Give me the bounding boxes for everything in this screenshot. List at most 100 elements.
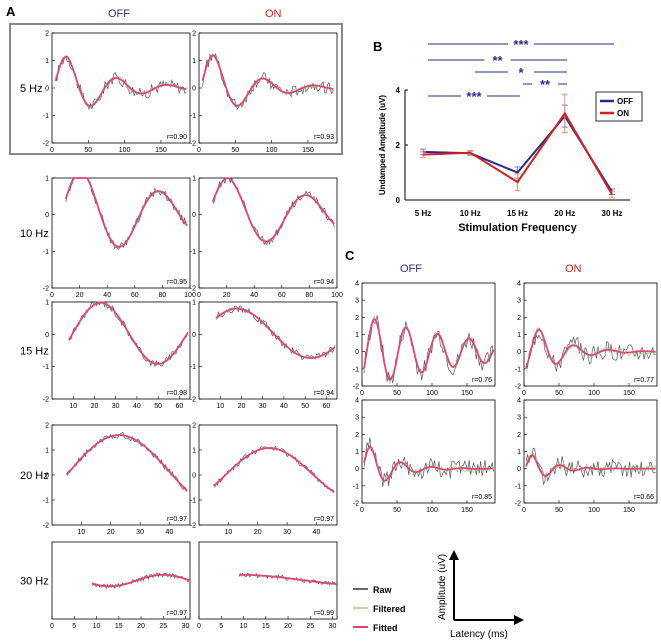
panel-a-15hz-on-xtick-label: 10 <box>216 403 224 410</box>
panel-a-30hz-off-xtick-label: 25 <box>159 623 167 630</box>
panel-c-plot-3-filtered-trace <box>364 445 494 484</box>
panel-a-20hz-off-xtick-label: 20 <box>107 529 115 536</box>
panel-a-5hz-off-fitted-trace <box>54 55 187 107</box>
panel-b-significance-label: ** <box>492 53 503 68</box>
panel-a-5hz-off-xtick-label: 100 <box>119 147 131 154</box>
panel-a-5hz-off-xtick-label: 150 <box>155 147 167 154</box>
panel-a-10hz-on-xtick-label: 100 <box>331 292 343 299</box>
panel-b-significance-gap <box>508 37 534 50</box>
panel-c-plot-3-xtick-label: 0 <box>360 507 364 514</box>
panel-a-15hz-off-xtick-label: 20 <box>91 403 99 410</box>
panel-c-plot-1-ytick-label: 2 <box>355 315 359 322</box>
panel-a-20hz-on-ytick-label: -2 <box>190 523 196 530</box>
panel-b-significance-label: *** <box>466 89 482 104</box>
panel-a-5hz-on-ytick-label: 2 <box>192 31 196 38</box>
panel-a-20hz-off-xtick-label: 10 <box>77 529 85 536</box>
panel-a-20hz-off-xtick-label: 40 <box>166 529 174 536</box>
panel-b-category-label: 15 Hz <box>507 209 528 218</box>
panel-a-15hz-on-ytick-label: 1 <box>192 300 196 307</box>
panel-a-30hz-on-xtick-label: 20 <box>284 623 292 630</box>
panel-a-20hz-on-ytick-label: 0 <box>192 473 196 480</box>
panel-b-category-label: 20 Hz <box>554 209 575 218</box>
panel-a-label: A <box>6 4 16 19</box>
panel-a-30hz-on-xtick-label: 25 <box>306 623 314 630</box>
panel-a-5hz-off-frame <box>51 32 191 144</box>
panel-a-30hz-off-xtick-label: 0 <box>50 623 54 630</box>
panel-c-plot-2-ytick-label: -2 <box>515 384 521 391</box>
panel-a-20hz-off-ytick-label: -1 <box>43 498 49 505</box>
panel-b-category-label: 30 Hz <box>602 209 623 218</box>
panel-c-plot-3-fitted-trace <box>363 445 494 482</box>
panel-b-significance-gap <box>508 65 534 78</box>
panel-a-15hz-on-ytick-label: -2 <box>190 397 196 404</box>
panel-c-plot-4-r-value: r=0.66 <box>634 494 654 501</box>
legend-raw-label: Raw <box>373 585 393 595</box>
panel-b-category-label: 10 Hz <box>460 209 481 218</box>
panel-a-10hz-off-xtick-label: 80 <box>159 292 167 299</box>
axis-indicator: Amplitude (uV) Latency (ms) <box>437 550 524 640</box>
panel-a-5hz-off-ytick-label: -2 <box>43 141 49 148</box>
panel-c-plot-4-ytick-label: 2 <box>517 432 521 439</box>
panel-c-plot-4-ytick-label: 1 <box>517 449 521 456</box>
panel-c-plot-1-xtick-label: 150 <box>461 390 473 397</box>
panel-a-10hz-off-ytick-label: -2 <box>43 286 49 293</box>
panel-b-ylabel: Undamped Amplitude (uV) <box>378 95 387 195</box>
panel-a-10hz-on-xtick-label: 20 <box>223 292 231 299</box>
panel-c-plot-2-r-value: r=0.77 <box>634 377 654 384</box>
panel-a-10hz-on-fitted-trace <box>211 177 335 243</box>
panel-b-significance-gap <box>532 77 558 90</box>
panel-a-5hz-on-r-value: r=0.93 <box>314 134 334 141</box>
panel-a-10hz-off-xtick-label: 40 <box>103 292 111 299</box>
panel-c-plot-2-xtick-label: 50 <box>555 390 563 397</box>
panel-a-15hz-on-xtick-label: 60 <box>322 403 330 410</box>
panel-a-30hz-off-xtick-label: 30 <box>182 623 190 630</box>
panel-a-20hz-on-fitted-trace <box>213 447 335 493</box>
panel-b-significance-label: ** <box>540 77 551 92</box>
panel-a-15hz-on-xtick-label: 50 <box>301 403 309 410</box>
panel-a-20hz-on-xtick-label: 20 <box>254 529 262 536</box>
panel-a-20hz-off-ytick-label: -2 <box>43 523 49 530</box>
panel-b-series-on <box>422 111 613 196</box>
panel-a-30hz-on-xtick-label: 10 <box>240 623 248 630</box>
panel-c-plot-4-xtick-label: 100 <box>588 507 600 514</box>
panel-a-10hz-on-xtick-label: 60 <box>278 292 286 299</box>
panel-a-15hz-off-ytick-label: 0 <box>45 332 49 339</box>
panel-a-30hz-off-fitted-trace <box>91 573 191 588</box>
panel-a-5hz-off-ytick-label: 1 <box>45 58 49 65</box>
panel-a-5hz-on-xtick-label: 0 <box>197 147 201 154</box>
panel-c-plot-3-ytick-label: 2 <box>355 432 359 439</box>
panel-b-ytick-label: 2 <box>396 141 401 150</box>
panel-a-20hz-off-fitted-trace <box>66 434 188 492</box>
panel-a-30hz-off-xtick-label: 20 <box>137 623 145 630</box>
panel-a-10hz-on-xtick-label: 0 <box>197 292 201 299</box>
panel-a-5hz-on-ytick-label: -1 <box>190 113 196 120</box>
panel-a-15hz-off-xtick-label: 60 <box>175 403 183 410</box>
panel-c-plot-2-frame <box>523 282 658 387</box>
panel-c-plot-3-r-value: r=0.85 <box>472 494 492 501</box>
panel-a-15hz-on-ytick-label: 0 <box>192 332 196 339</box>
axis-indicator-xlabel: Latency (ms) <box>450 629 508 640</box>
panel-a-20hz-on-xtick-label: 40 <box>313 529 321 536</box>
panel-a-row-label: 15 Hz <box>20 346 49 358</box>
panel-c-plot-1-xtick-label: 0 <box>360 390 364 397</box>
panel-c-plot-1-xtick-label: 50 <box>393 390 401 397</box>
panel-a-5hz-on-ytick-label: 0 <box>192 86 196 93</box>
panel-a-30hz-off-r-value: r=0.97 <box>167 610 187 617</box>
legend-fitted-label: Fitted <box>373 623 398 633</box>
panel-a-10hz-off-xtick-label: 20 <box>76 292 84 299</box>
panel-a-10hz-on-ytick-label: 0 <box>192 212 196 219</box>
panel-a-20hz-on-xtick-label: 30 <box>283 529 291 536</box>
panel-c-plot-3-ytick-label: 3 <box>355 415 359 422</box>
panel-a-15hz-on-raw-trace <box>215 305 336 361</box>
panel-c-plot-1-ytick-label: -1 <box>353 366 359 373</box>
panel-a-30hz-off-xtick-label: 10 <box>93 623 101 630</box>
panel-c-plot-2-fitted-trace <box>525 328 656 369</box>
panel-c-plot-3-ytick-label: 0 <box>355 466 359 473</box>
panel-b-legend-label-off: OFF <box>617 97 633 106</box>
panel-a-20hz-on-frame <box>198 424 338 526</box>
panel-a-5hz-off-ytick-label: 2 <box>45 31 49 38</box>
panel-a-5hz-on-ytick-label: 1 <box>192 58 196 65</box>
panel-c-plot-1-ytick-label: 3 <box>355 298 359 305</box>
